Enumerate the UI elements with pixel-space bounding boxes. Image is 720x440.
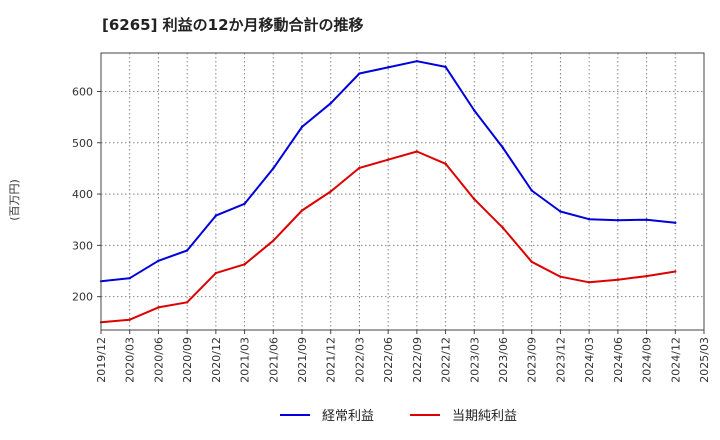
chart-title: [6265] 利益の12か月移動合計の推移 [102,16,364,34]
x-tick-label: 2022/03 [353,337,366,383]
x-tick-label: 2022/09 [411,337,424,383]
x-tick-label: 2021/12 [325,337,338,383]
data-point [272,239,275,242]
legend-label: 当期純利益 [452,409,517,424]
data-point [473,109,476,112]
x-tick-label: 2023/09 [526,337,539,383]
y-tick-label: 500 [72,137,93,150]
data-point [185,249,189,252]
data-point [300,209,304,212]
y-tick-label: 200 [72,291,93,304]
x-tick-label: 2021/03 [239,337,252,383]
data-point [501,146,505,150]
data-point [243,202,246,206]
x-tick-label: 2020/06 [152,337,165,383]
plot-frame [100,52,705,331]
data-point [329,190,332,193]
data-point [358,72,361,75]
data-point [473,197,476,201]
y-tick-label: 300 [72,239,93,252]
x-tick-label: 2021/06 [267,337,280,383]
data-point [530,189,533,192]
data-point [444,162,447,165]
data-point [185,301,189,304]
data-point [415,150,419,153]
data-point [415,60,419,63]
data-point [587,218,591,221]
data-point [358,166,361,170]
data-point [214,271,218,275]
x-tick-label: 2021/09 [296,337,309,383]
data-point [674,221,677,224]
data-point [444,65,447,69]
data-point [386,158,390,161]
legend: 経常利益 当期純利益 [280,409,517,424]
data-point [214,214,218,217]
y-axis-ticks: 200 300 400 500 600 [72,85,101,304]
data-point [243,263,246,266]
series-layer [99,60,677,324]
data-point [616,219,620,222]
legend-label: 経常利益 [322,409,374,424]
data-point [300,125,304,129]
x-axis-ticks: 2019/12 2020/03 2020/06 2020/09 2020/12 2021/… [95,330,711,383]
x-tick-label: 2024/12 [669,337,682,383]
x-tick-label: 2024/09 [641,337,654,383]
grid-layer [101,53,704,330]
x-tick-label: 2019/12 [95,337,108,383]
y-tick-label: 600 [72,85,93,98]
data-point [157,259,160,262]
data-point [559,210,562,213]
x-tick-label: 2024/06 [612,337,625,383]
data-point [128,318,131,321]
data-point [674,270,677,273]
data-point [530,260,533,263]
data-point [645,218,648,221]
data-point [386,66,390,69]
data-point [157,306,160,309]
x-tick-label: 2023/12 [554,337,567,383]
y-axis-label: (百万円) [8,179,21,221]
data-point [501,226,505,230]
x-tick-label: 2020/12 [210,337,223,383]
x-tick-label: 2020/03 [124,337,137,383]
data-point [272,167,275,170]
x-tick-label: 2020/09 [181,337,194,383]
data-point [616,278,620,281]
y-tick-label: 400 [72,188,93,201]
x-tick-label: 2024/03 [583,337,596,383]
data-point [329,102,332,105]
x-tick-label: 2023/03 [468,337,481,383]
x-tick-label: 2022/12 [440,337,453,383]
x-tick-label: 2022/06 [382,337,395,383]
x-tick-label: 2025/03 [698,337,711,383]
data-point [645,274,648,278]
x-tick-label: 2023/06 [497,337,510,383]
data-point [587,281,591,284]
data-point [559,275,562,278]
data-point [128,276,131,280]
